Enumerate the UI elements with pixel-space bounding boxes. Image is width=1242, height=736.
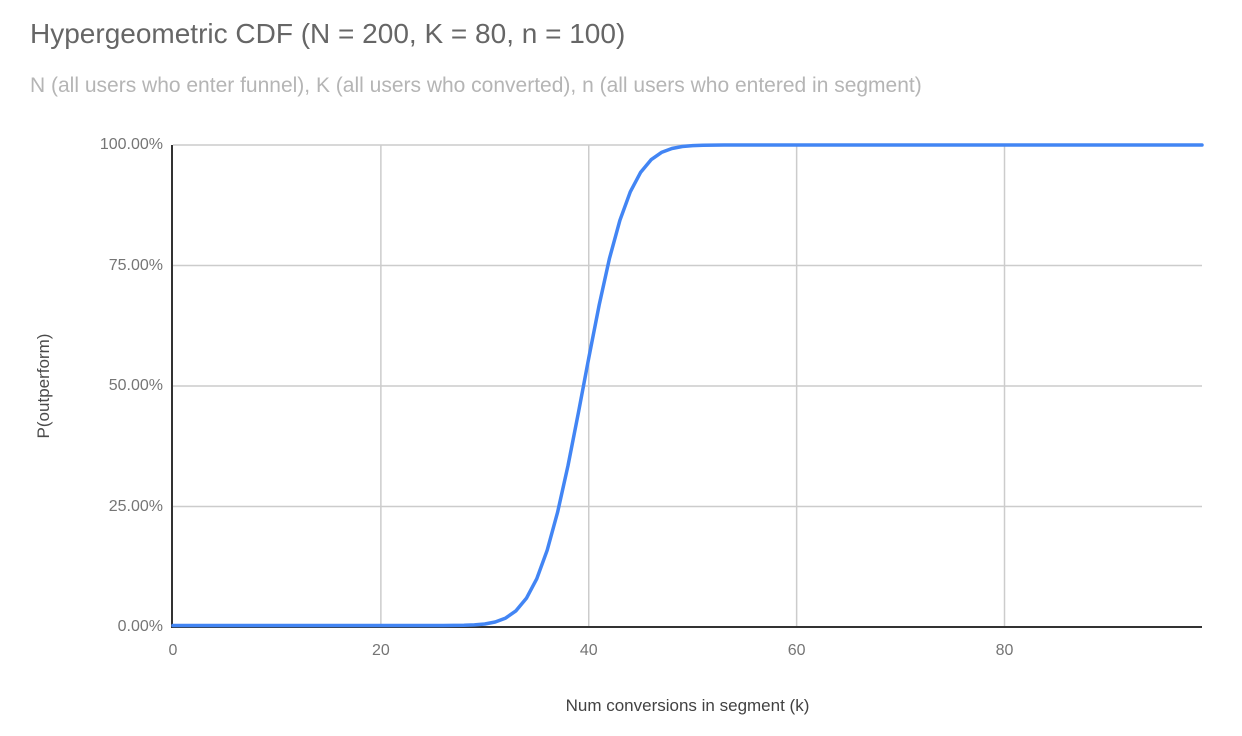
x-tick-label: 40	[579, 642, 598, 659]
y-tick-label: 100.00%	[99, 136, 163, 153]
y-tick-label: 25.00%	[108, 497, 163, 515]
y-axis-title: P(outperform)	[34, 333, 53, 439]
x-tick-label: 60	[787, 642, 806, 659]
y-tick-label: 50.00%	[108, 377, 163, 394]
x-tick-label: 80	[995, 642, 1014, 659]
x-tick-label: 20	[371, 642, 390, 659]
chart-title: Hypergeometric CDF (N = 200, K = 80, n =…	[30, 18, 626, 49]
y-tick-label: 0.00%	[117, 618, 163, 635]
cdf-curve	[171, 143, 1204, 628]
y-tick-label: 75.00%	[108, 256, 163, 274]
series-P(outperform)	[171, 143, 1204, 628]
x-axis-title: Num conversions in segment (k)	[565, 696, 810, 715]
chart-subtitle: N (all users who enter funnel), K (all u…	[30, 74, 922, 97]
gridlines	[173, 144, 1202, 627]
x-tick-label: 0	[168, 642, 178, 659]
